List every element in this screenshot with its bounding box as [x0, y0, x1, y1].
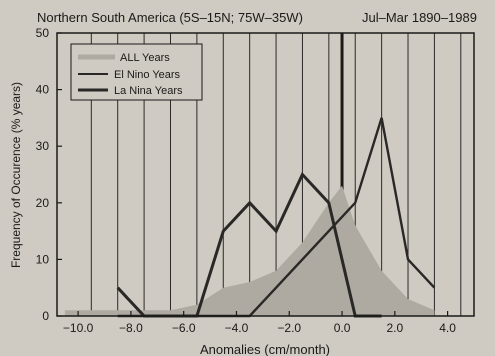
- legend: ALL Years El Nino Years La Nina Years: [71, 44, 202, 100]
- x-axis-label: Anomalies (cm/month): [200, 342, 330, 356]
- y-tick-label: 20: [36, 196, 50, 210]
- y-tick-label: 10: [36, 252, 50, 266]
- x-tick-label: −4.0: [225, 321, 249, 335]
- y-tick-label: 50: [36, 26, 50, 40]
- chart-subtitle: Jul–Mar 1890–1989: [362, 10, 477, 25]
- x-tick-label: −8.0: [119, 321, 143, 335]
- y-tick-label: 0: [42, 309, 49, 323]
- x-tick-label: 0.0: [334, 321, 351, 335]
- legend-label-el-nino: El Nino Years: [114, 69, 181, 81]
- x-tick-label: 2.0: [386, 321, 403, 335]
- x-tick-label: −10.0: [63, 321, 94, 335]
- x-tick-label: −2.0: [277, 321, 301, 335]
- legend-label-all-years: ALL Years: [120, 52, 170, 64]
- x-tick-label: −6.0: [172, 321, 196, 335]
- x-tick-label: 4.0: [439, 321, 456, 335]
- y-tick-label: 40: [36, 83, 50, 97]
- y-axis-label: Frequency of Occurence (% years): [9, 82, 23, 268]
- y-tick-label: 30: [36, 139, 50, 153]
- chart-title: Northern South America (5S–15N; 75W–35W): [37, 10, 303, 25]
- legend-label-la-nina: La Nina Years: [114, 85, 183, 97]
